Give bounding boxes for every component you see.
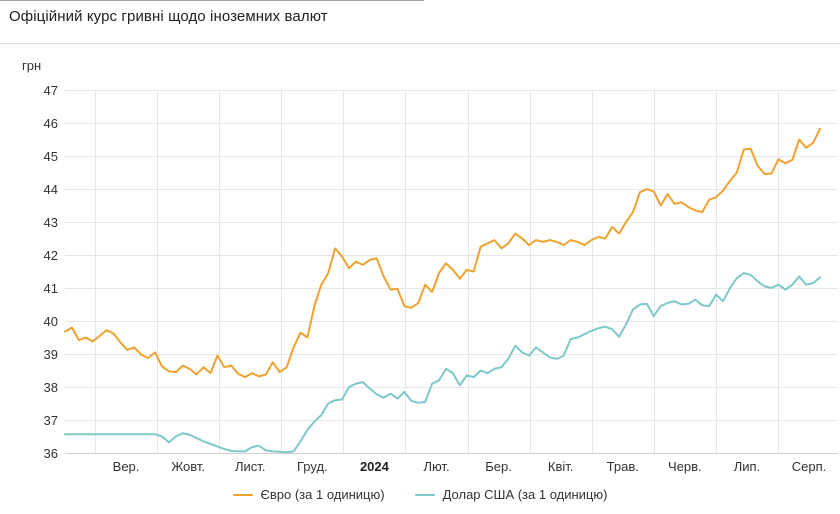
y-tick-label: 45 [43, 149, 58, 164]
series-line-euro [64, 127, 821, 379]
x-tick-label: Лют. [423, 459, 450, 474]
x-tick-label: Серп. [791, 459, 827, 474]
x-tick-label: Груд. [296, 459, 328, 474]
y-tick-label: 43 [43, 215, 58, 230]
y-tick-label: 42 [43, 248, 58, 263]
line-chart-plot [64, 90, 838, 454]
y-tick-label: 40 [43, 314, 58, 329]
x-tick-label: Черв. [668, 459, 702, 474]
x-tick-label: Бер. [485, 459, 512, 474]
x-tick-label: 2024 [359, 459, 389, 474]
legend-label: Євро (за 1 одиницю) [260, 487, 385, 502]
x-tick-label: Жовт. [171, 459, 206, 474]
x-tick-label: Вер. [112, 459, 140, 474]
legend-label: Долар США (за 1 одиницю) [442, 487, 608, 502]
legend-item-usd[interactable]: Долар США (за 1 одиницю) [414, 487, 608, 502]
y-tick-label: 46 [43, 116, 58, 131]
x-tick-label: Лип. [733, 459, 761, 474]
x-tick-label: Лист. [235, 459, 266, 474]
y-tick-label: 44 [43, 182, 58, 197]
y-tick-label: 36 [43, 446, 58, 461]
legend-item-euro[interactable]: Євро (за 1 одиницю) [232, 487, 385, 502]
y-axis-title: грн [22, 58, 42, 73]
x-tick-label: Квіт. [547, 459, 574, 474]
y-tick-label: 41 [43, 281, 58, 296]
y-tick-label: 39 [43, 347, 58, 362]
legend-line-icon [414, 493, 435, 496]
screenshot-edge-artifact [0, 0, 424, 1]
chart-title: Офіційний курс гривні щодо іноземних вал… [9, 8, 328, 25]
series-line-usd [64, 272, 821, 454]
header-divider [0, 43, 840, 44]
y-tick-label: 38 [43, 380, 58, 395]
x-tick-label: Трав. [606, 459, 639, 474]
y-tick-label: 47 [43, 83, 58, 98]
y-tick-label: 37 [43, 413, 58, 428]
legend-line-icon [232, 493, 253, 496]
chart-legend: Євро (за 1 одиницю) Долар США (за 1 одини… [0, 487, 840, 502]
